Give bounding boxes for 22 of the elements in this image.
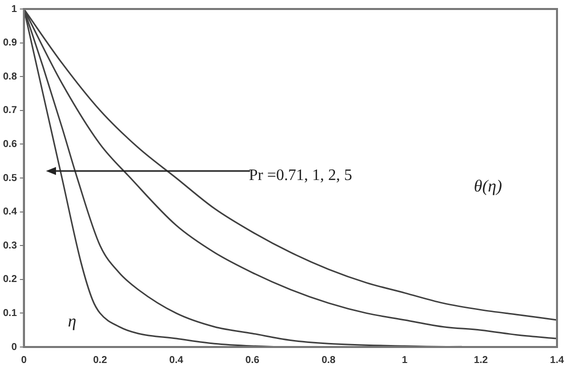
y-tick-label: 0.3 (2, 240, 18, 252)
y-tick-label: 0.4 (2, 206, 18, 218)
x-tick-label: 0 (21, 354, 28, 366)
x-tick-label: 0.2 (93, 354, 108, 366)
x-axis-title: η (68, 311, 76, 330)
y-tick-label: 0.6 (2, 138, 18, 150)
x-tick-label: 0.4 (169, 354, 184, 366)
x-tick-label: 0.8 (322, 354, 336, 366)
x-tick-label: 1 (402, 354, 408, 366)
y-tick-label: 0.7 (2, 105, 18, 116)
y-tick-label: 0.2 (2, 274, 18, 286)
y-tick-label: 0.1 (2, 308, 18, 319)
x-tick-label: 0.6 (245, 354, 260, 366)
y-axis-title: θ(η) (474, 176, 502, 196)
y-tick-label: 0 (11, 342, 18, 353)
y-tick-label: 1 (11, 4, 18, 15)
y-tick-label: 0.9 (2, 38, 18, 49)
annotation: Pr =0.71, 1, 2, 5 (248, 167, 352, 184)
y-tick-label: 0.8 (2, 71, 18, 82)
y-tick-label: 0.5 (2, 172, 18, 184)
x-tick-label: 1.2 (474, 354, 488, 366)
x-tick-label: 1.4 (550, 354, 564, 366)
